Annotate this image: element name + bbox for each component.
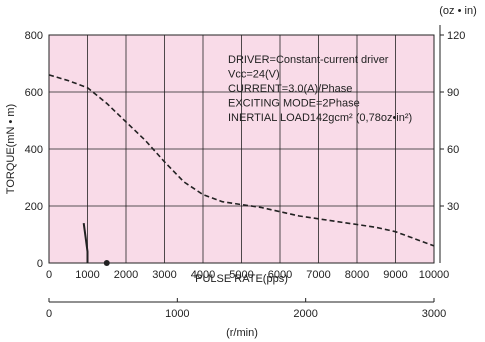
y-tick-label-3: 600	[25, 87, 43, 99]
rpm-axis-unit: (r/min)	[226, 327, 258, 339]
annotation-vcc: Vcc=24(V)	[228, 69, 280, 81]
x-tick-label-10: 10000	[419, 269, 450, 281]
x-tick-label-4: 4000	[191, 269, 215, 281]
plot-frame	[48, 34, 435, 264]
annotation-exciting-mode: EXCITING MODE=2Phase	[228, 98, 360, 110]
x-axis-ticks: 0 1000 2000 3000 4000 5000 6000 7000 8000 9000 100…	[46, 269, 449, 281]
right-tick-label-2: 90	[447, 87, 459, 99]
rpm-axis: 0 1000 2000 3000	[46, 298, 446, 320]
rpm-tick-label-3: 3000	[422, 308, 446, 320]
x-tick-label-0: 0	[46, 269, 52, 281]
y-axis-title: TORQUE(mN • m)	[5, 104, 17, 194]
annotation-current: CURRENT=3.0(A)/Phase	[228, 83, 352, 95]
x-tick-label-5: 5000	[229, 269, 253, 281]
rpm-tick-label-1: 1000	[165, 308, 189, 320]
x-axis-title: PULSE RATE(pps)	[195, 273, 288, 285]
y-tick-label-4: 800	[25, 30, 43, 42]
x-tick-label-7: 7000	[306, 269, 330, 281]
right-tick-label-0: 30	[447, 201, 459, 213]
rpm-tick-label-2: 2000	[293, 308, 317, 320]
right-axis-ticks: 30 60 90 120	[439, 25, 465, 263]
x-tick-label-8: 8000	[345, 269, 369, 281]
x-tick-label-6: 6000	[268, 269, 292, 281]
right-axis-unit: (oz • in)	[439, 5, 476, 17]
right-tick-label-1: 60	[447, 144, 459, 156]
x-tick-label-3: 3000	[152, 269, 176, 281]
series-line-0	[48, 74, 435, 247]
x-tick-label-9: 9000	[383, 269, 407, 281]
right-tick-label-3: 120	[447, 30, 465, 42]
annotation-inertial-load: INERTIAL LOAD142gcm² (0,78oz•in²)	[228, 112, 412, 124]
y-tick-label-2: 400	[25, 144, 43, 156]
x-tick-label-1: 1000	[75, 269, 99, 281]
conditions-annotation: DRIVER=Constant-current driver Vcc=24(V)…	[228, 54, 412, 124]
rpm-tick-label-0: 0	[46, 308, 52, 320]
y-tick-label-1: 200	[25, 201, 43, 213]
x-tick-label-2: 2000	[114, 269, 138, 281]
y-tick-label-0: 0	[37, 258, 43, 270]
annotation-driver: DRIVER=Constant-current driver	[228, 54, 389, 66]
y-axis-ticks: 0 200 400 600 800	[25, 30, 43, 270]
series-line-1	[82, 222, 89, 263]
